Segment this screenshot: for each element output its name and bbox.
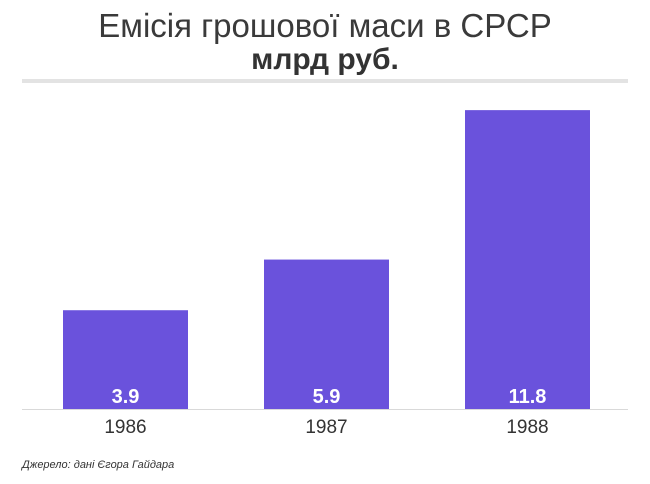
- chart-subtitle: млрд руб.: [251, 43, 399, 76]
- title-divider: [22, 79, 628, 83]
- x-tick-label-1986: 1986: [104, 417, 146, 438]
- bar-1988: [465, 110, 590, 409]
- bar-1987: [264, 259, 389, 409]
- chart-title: Емісія грошової маси в СРСР: [98, 7, 552, 44]
- value-label-1986: 3.9: [112, 386, 140, 408]
- value-label-1987: 5.9: [313, 386, 341, 408]
- value-label-1988: 11.8: [509, 386, 547, 408]
- source-note: Джерело: дані Єгора Гайдара: [22, 459, 175, 471]
- x-tick-label-1988: 1988: [506, 417, 548, 438]
- x-tick-label-1987: 1987: [305, 417, 347, 438]
- bar-1986: [63, 310, 188, 409]
